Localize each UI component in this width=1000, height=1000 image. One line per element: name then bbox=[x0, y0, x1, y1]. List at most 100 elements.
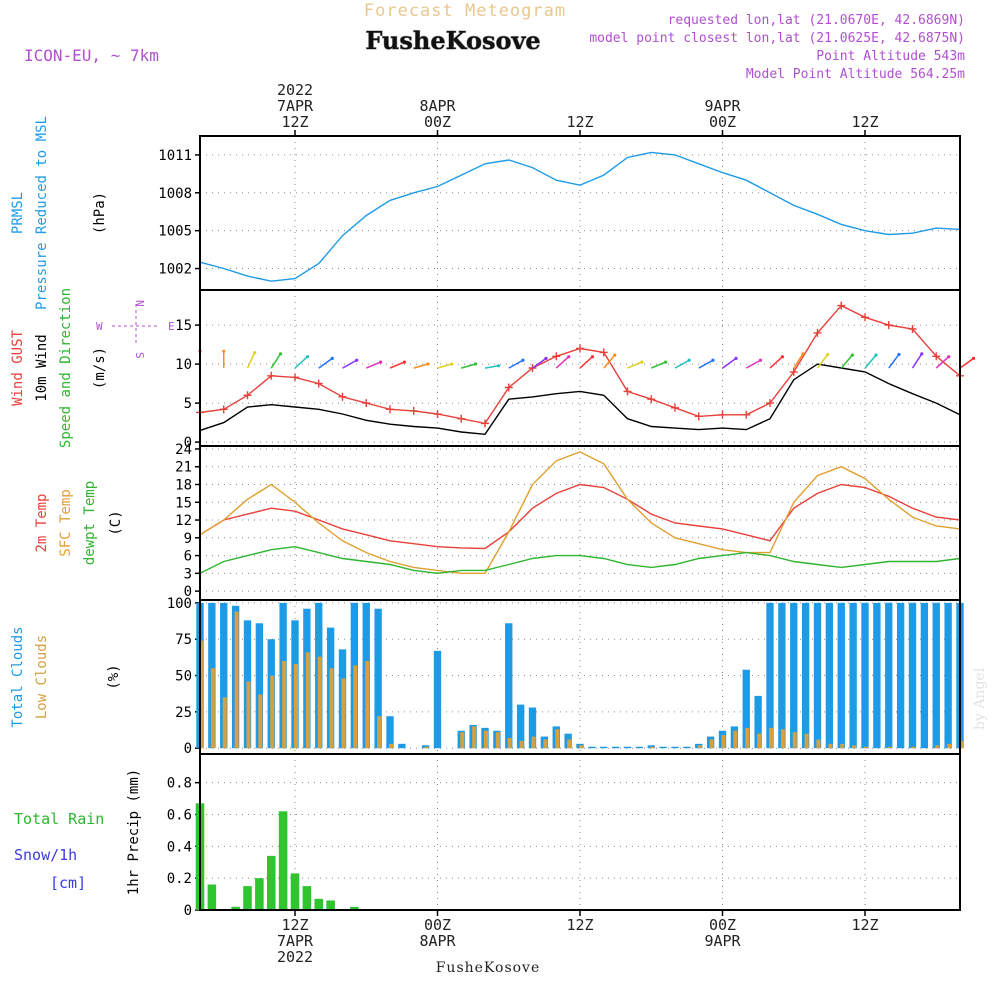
y-axis-unit: (m/s) bbox=[92, 347, 108, 389]
y-axis-label-2: dewpt Temp bbox=[82, 481, 98, 565]
meteogram-title: Forecast Meteogram bbox=[364, 1, 566, 21]
bar bbox=[282, 661, 287, 749]
gust-marker bbox=[647, 395, 656, 404]
y-label-group: Total Rain Snow/1h [cm] 1hr Precip (mm) bbox=[14, 769, 142, 895]
wind-arrow bbox=[793, 353, 804, 369]
wind-arrow-head bbox=[780, 355, 785, 359]
gust-marker bbox=[861, 313, 869, 322]
wind-arrow bbox=[294, 356, 308, 369]
wind-arrow bbox=[484, 365, 499, 369]
bar bbox=[947, 743, 952, 749]
legend-snow: Snow/1h bbox=[14, 846, 77, 864]
y-tick-label: 0.8 bbox=[167, 776, 192, 792]
bar bbox=[365, 661, 370, 749]
time-label: 12Z bbox=[566, 916, 593, 934]
time-label: 7APR bbox=[277, 932, 314, 950]
y-axis-unit: 1hr Precip (mm) bbox=[126, 769, 142, 895]
wind-arrow bbox=[579, 356, 593, 369]
bar bbox=[721, 735, 726, 749]
gust-marker bbox=[267, 371, 276, 380]
wind-arrow-head bbox=[640, 360, 644, 364]
y-tick-label: 15 bbox=[175, 318, 192, 334]
y-axis-unit: (hPa) bbox=[92, 192, 108, 234]
gust-marker bbox=[291, 373, 299, 382]
wind-arrow-head bbox=[544, 356, 548, 361]
horizontal-grid bbox=[200, 154, 960, 270]
bar bbox=[255, 878, 264, 910]
y-axis-label-2: Speed and Direction bbox=[58, 288, 74, 448]
gust-marker bbox=[908, 325, 917, 333]
wind-arrow bbox=[342, 359, 358, 369]
wind-arrow-head bbox=[402, 360, 406, 364]
location-title: FusheKosove bbox=[365, 26, 540, 55]
compass-north: N bbox=[133, 300, 146, 307]
wind-arrow bbox=[722, 357, 737, 369]
bar bbox=[543, 739, 548, 749]
wind-arrow-head bbox=[613, 353, 617, 357]
gust-marker bbox=[837, 301, 846, 310]
gust-marker bbox=[766, 399, 774, 408]
vertical-grid bbox=[294, 754, 866, 910]
bar bbox=[768, 727, 774, 749]
wind-arrow-head bbox=[278, 352, 283, 356]
wind-arrow bbox=[745, 359, 761, 369]
y-tick-label: 15 bbox=[175, 495, 192, 511]
gust-marker bbox=[504, 383, 513, 392]
wind-arrow bbox=[864, 354, 877, 369]
wind-arrow-head bbox=[450, 362, 454, 366]
y-tick-label: 0 bbox=[184, 741, 192, 757]
bar bbox=[754, 695, 762, 749]
bar bbox=[887, 746, 892, 749]
bar bbox=[507, 738, 512, 749]
compass-cross bbox=[112, 304, 160, 346]
compass-west: W bbox=[96, 320, 103, 333]
time-label: 7APR bbox=[277, 97, 314, 115]
bar bbox=[377, 716, 382, 749]
y-tick-label: 3 bbox=[184, 566, 192, 582]
bar bbox=[697, 745, 702, 749]
bar bbox=[531, 736, 536, 749]
bar bbox=[353, 665, 358, 749]
bar bbox=[460, 732, 465, 749]
wind-arrow-head bbox=[590, 355, 595, 359]
time-label: 00Z bbox=[424, 916, 451, 934]
wind-arrow bbox=[413, 363, 429, 369]
wind-arrow bbox=[389, 361, 405, 369]
bar bbox=[234, 611, 239, 749]
y-tick-label: 5 bbox=[184, 396, 192, 412]
panel-background bbox=[200, 136, 960, 290]
bar bbox=[326, 900, 335, 910]
wind-arrow bbox=[840, 354, 853, 369]
legend-total-rain: Total Rain bbox=[14, 810, 104, 828]
gust-marker bbox=[884, 321, 893, 330]
wind-arrow bbox=[246, 352, 256, 369]
y-tick-label: 0 bbox=[184, 584, 192, 600]
wind-arrow-head bbox=[496, 364, 501, 368]
bar bbox=[578, 745, 584, 749]
bar bbox=[816, 739, 821, 749]
wind-arrow bbox=[508, 359, 524, 369]
y-label-group: Wind GUST 10m Wind Speed and Direction (m/s… bbox=[10, 288, 175, 448]
model-point-altitude: Model Point Altitude 564.25m bbox=[746, 67, 965, 82]
bar bbox=[290, 873, 300, 910]
wind-arrow-head bbox=[711, 358, 715, 362]
bar bbox=[908, 602, 917, 749]
y-tick-label: 10 bbox=[175, 357, 192, 373]
bar bbox=[505, 623, 513, 749]
time-label: 00Z bbox=[709, 113, 736, 131]
bar bbox=[873, 602, 881, 749]
series-sfc-temp bbox=[199, 451, 961, 574]
bar bbox=[861, 602, 869, 749]
bar bbox=[255, 623, 264, 749]
y-axis-label-1: Pressure Reduced to MSL bbox=[34, 116, 50, 310]
wind-arrow-head bbox=[426, 362, 430, 366]
wind-arrow bbox=[769, 356, 783, 369]
y-tick-label: 9 bbox=[184, 531, 192, 547]
y-axis-label-0: PRMSL bbox=[10, 192, 26, 234]
horizontal-grid bbox=[200, 448, 960, 592]
bar bbox=[398, 743, 406, 749]
bar bbox=[388, 743, 394, 749]
